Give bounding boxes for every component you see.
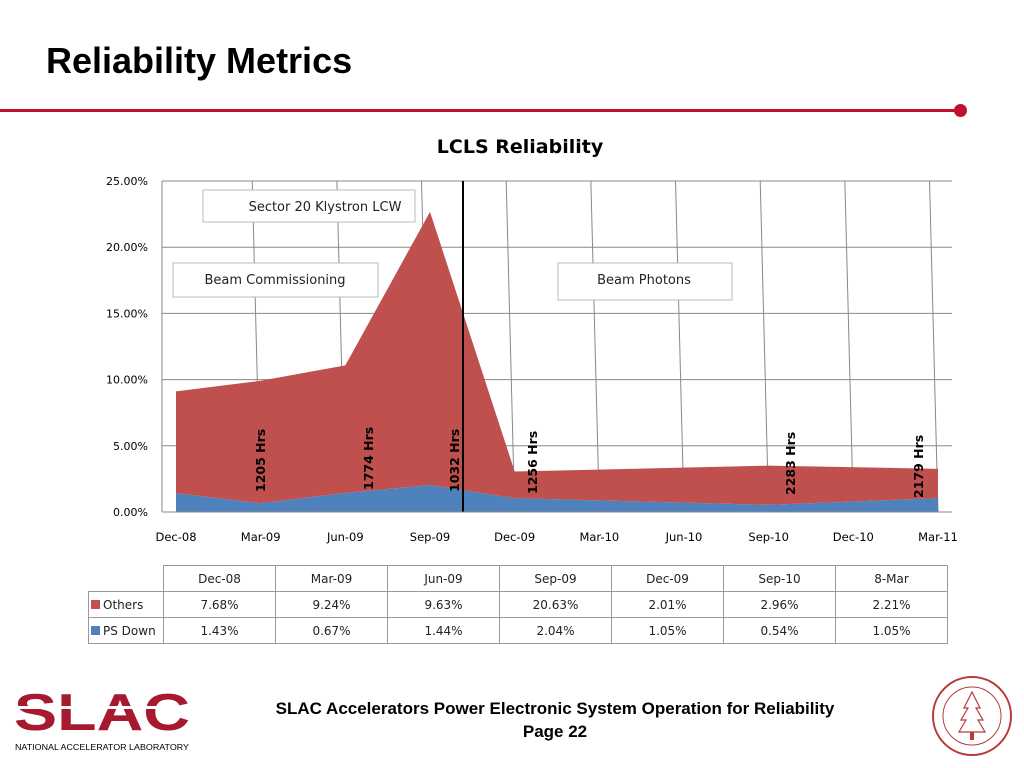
x-tick-label: Mar-11 bbox=[918, 530, 958, 544]
cell: 9.63% bbox=[387, 591, 500, 618]
x-tick-label: Sep-09 bbox=[410, 530, 450, 544]
annotation-text: Sector 20 Klystron LCW bbox=[249, 200, 402, 215]
footer: SLAC Accelerators Power Electronic Syste… bbox=[200, 697, 910, 743]
cell: 7.68% bbox=[163, 591, 276, 618]
y-tick-label: 25.00% bbox=[106, 175, 148, 188]
gridline-x bbox=[844, 180, 854, 513]
gridline-x bbox=[675, 180, 685, 513]
table-row-ps-down: PS Down 1.43% 0.67% 1.44% 2.04% 1.05% 0.… bbox=[88, 617, 948, 644]
legend-others: Others bbox=[88, 591, 164, 618]
y-tick-label: 15.00% bbox=[106, 307, 148, 320]
col-header: Jun-09 bbox=[387, 565, 500, 592]
footer-title: SLAC Accelerators Power Electronic Syste… bbox=[275, 699, 835, 718]
x-tick-label: Mar-10 bbox=[579, 530, 619, 544]
divider-dot bbox=[954, 104, 967, 117]
x-tick-label: Jun-10 bbox=[665, 530, 703, 544]
annotation-box bbox=[202, 189, 416, 223]
cell: 1.43% bbox=[163, 617, 276, 644]
x-tick-label: Mar-09 bbox=[241, 530, 281, 544]
gridline-x bbox=[759, 180, 770, 513]
x-tick-label: Dec-09 bbox=[494, 530, 535, 544]
annotation-text: Beam Photons bbox=[597, 273, 691, 288]
cell: 9.24% bbox=[275, 591, 388, 618]
cell: 0.67% bbox=[275, 617, 388, 644]
gridline-x bbox=[505, 180, 516, 513]
stanford-seal-logo bbox=[932, 676, 1012, 756]
data-table: Dec-08 Mar-09 Jun-09 Sep-09 Dec-09 Sep-1… bbox=[88, 565, 948, 644]
x-tick-label: Dec-08 bbox=[155, 530, 196, 544]
x-tick-label: Dec-10 bbox=[833, 530, 874, 544]
page-number: Page 22 bbox=[522, 722, 588, 741]
axes: 0.00% 5.00% 10.00% 15.00% 20.00% 25.00% Dec-08… bbox=[106, 175, 958, 544]
cell: 2.21% bbox=[835, 591, 948, 618]
annotation-box bbox=[557, 262, 733, 301]
lcls-reliability-chart: LCLS Reliability Sector 20 Klystron LCW B… bbox=[106, 136, 958, 544]
y-tick-label: 0.00% bbox=[113, 506, 148, 519]
col-header: Mar-09 bbox=[275, 565, 388, 592]
legend-ps-down: PS Down bbox=[88, 617, 164, 644]
others-swatch bbox=[91, 599, 100, 609]
cell: 2.96% bbox=[723, 591, 836, 618]
slide-title: Reliability Metrics bbox=[46, 40, 353, 81]
col-header: Dec-09 bbox=[611, 565, 724, 592]
area-others bbox=[176, 211, 938, 505]
areas bbox=[175, 211, 939, 512]
col-header: 8-Mar bbox=[835, 565, 948, 592]
hours-label: 2283 Hrs bbox=[783, 432, 798, 495]
hours-label: 1256 Hrs bbox=[525, 431, 540, 494]
x-tick-label: Jun-09 bbox=[326, 530, 364, 544]
cell: 1.05% bbox=[611, 617, 724, 644]
svg-text:NATIONAL ACCELERATOR LABORATOR: NATIONAL ACCELERATOR LABORATORY bbox=[15, 742, 189, 752]
y-tick-label: 10.00% bbox=[106, 374, 148, 387]
title-divider bbox=[0, 109, 960, 112]
gridline-x bbox=[929, 180, 939, 513]
cell: 2.04% bbox=[499, 617, 612, 644]
cell: 2.01% bbox=[611, 591, 724, 618]
annotation-text: Beam Commissioning bbox=[204, 273, 345, 288]
hours-label: 1774 Hrs bbox=[361, 427, 376, 490]
cell: 1.05% bbox=[835, 617, 948, 644]
y-tick-label: 20.00% bbox=[106, 241, 148, 254]
hours-label: 1032 Hrs bbox=[447, 429, 462, 492]
table-header-row: Dec-08 Mar-09 Jun-09 Sep-09 Dec-09 Sep-1… bbox=[88, 565, 948, 592]
chart-title: LCLS Reliability bbox=[437, 136, 604, 158]
ps-down-swatch bbox=[91, 625, 100, 635]
col-header: Sep-09 bbox=[499, 565, 612, 592]
cell: 20.63% bbox=[499, 591, 612, 618]
x-tick-label: Sep-10 bbox=[748, 530, 788, 544]
slac-logo: SLAC NATIONAL ACCELERATOR LABORATORY bbox=[14, 686, 190, 752]
hours-label: 1205 Hrs bbox=[253, 429, 268, 492]
cell: 0.54% bbox=[723, 617, 836, 644]
table-row-others: Others 7.68% 9.24% 9.63% 20.63% 2.01% 2.… bbox=[88, 591, 948, 618]
annotations: Sector 20 Klystron LCW Beam Commissioning… bbox=[172, 181, 926, 512]
col-header: Sep-10 bbox=[723, 565, 836, 592]
col-header: Dec-08 bbox=[163, 565, 276, 592]
cell: 1.44% bbox=[387, 617, 500, 644]
annotation-box bbox=[172, 262, 379, 298]
gridline-x bbox=[590, 180, 600, 513]
svg-text:SLAC: SLAC bbox=[14, 686, 190, 742]
hours-label: 2179 Hrs bbox=[911, 435, 926, 498]
y-tick-label: 5.00% bbox=[113, 440, 148, 453]
area-ps-down bbox=[176, 484, 938, 512]
